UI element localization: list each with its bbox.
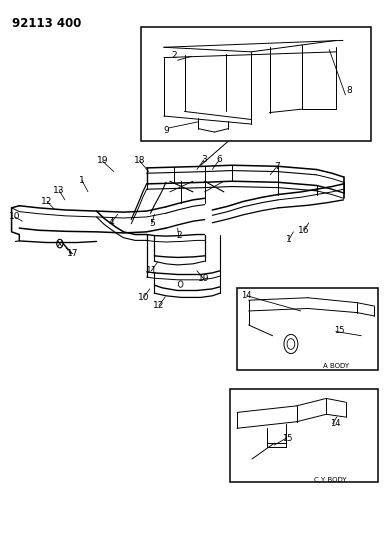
Text: 2: 2 [176,231,181,240]
Text: 9: 9 [163,126,169,135]
Text: 18: 18 [134,157,146,165]
Text: 15: 15 [282,434,293,442]
Text: 19: 19 [198,274,210,283]
Text: 14: 14 [241,292,252,300]
Text: 13: 13 [53,186,65,195]
Text: 16: 16 [298,226,310,235]
Text: 8: 8 [347,86,352,95]
Text: 2: 2 [171,52,176,60]
Bar [237,288,378,370]
Text: 7: 7 [274,162,280,171]
Text: 19: 19 [96,157,108,165]
Bar [230,389,378,482]
Text: 12: 12 [41,197,53,206]
Text: 1: 1 [286,236,291,244]
Bar [141,27,371,141]
Text: C,Y BODY: C,Y BODY [314,477,346,483]
Text: 5: 5 [149,220,154,228]
Text: 15: 15 [334,326,345,335]
Text: 17: 17 [67,249,78,258]
Text: 11: 11 [146,266,157,275]
Text: 10: 10 [138,293,149,302]
Text: 10: 10 [9,213,20,221]
Text: 14: 14 [330,419,341,428]
Text: 12: 12 [153,301,165,310]
Text: 6: 6 [217,156,222,164]
Text: A BODY: A BODY [323,363,349,369]
Text: 92113 400: 92113 400 [12,17,81,30]
Text: 4: 4 [108,219,114,227]
Text: 1: 1 [79,176,85,184]
Text: 3: 3 [201,156,207,164]
